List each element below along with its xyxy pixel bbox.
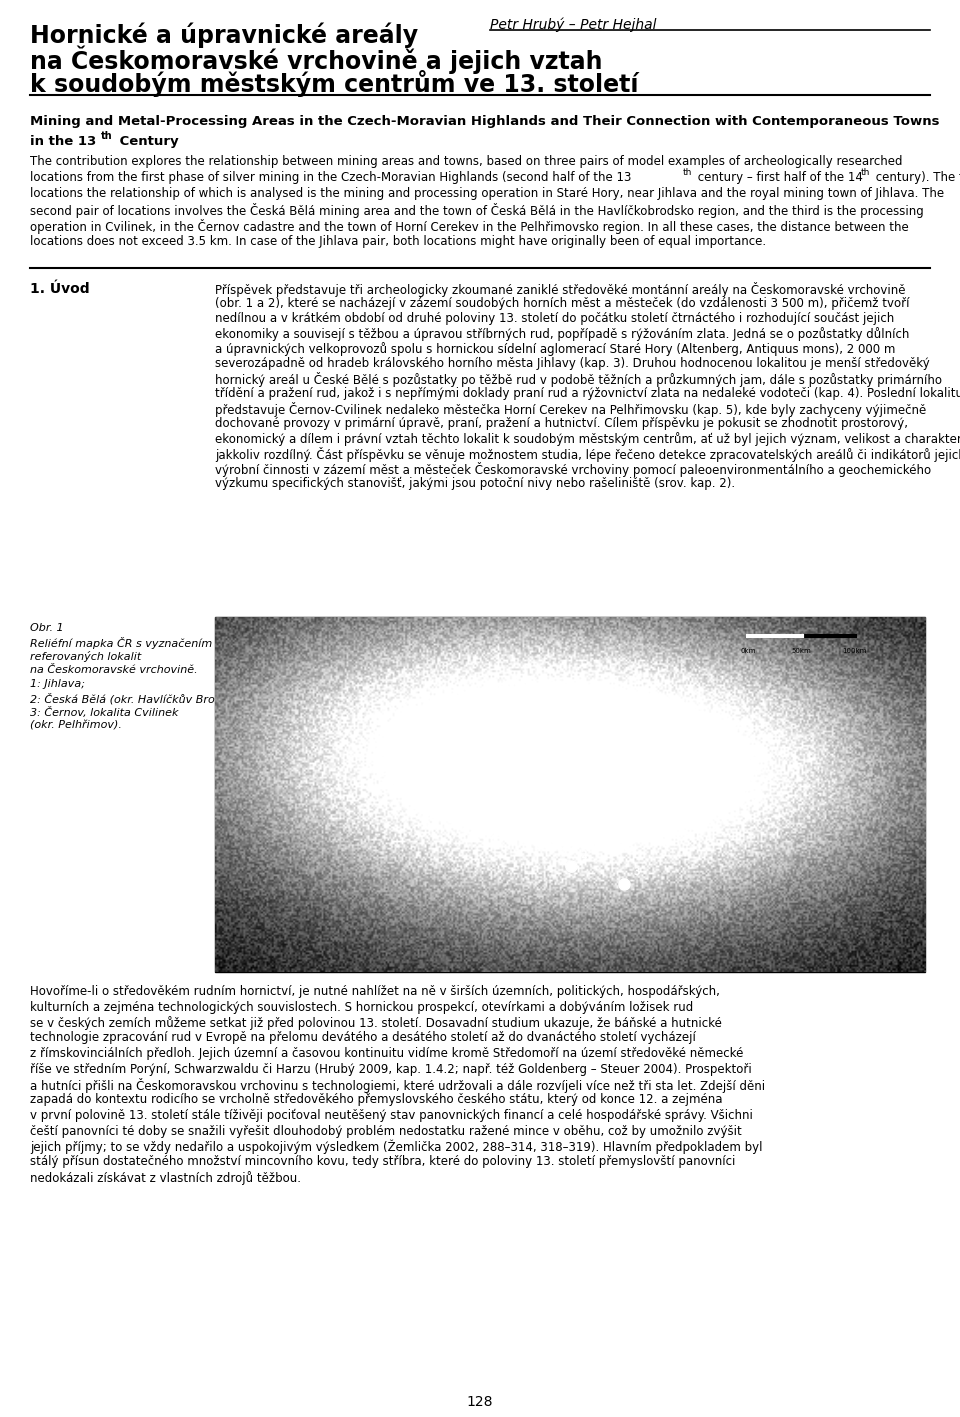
Text: Mining and Metal-Processing Areas in the Czech-Moravian Highlands and Their Conn: Mining and Metal-Processing Areas in the… (30, 115, 940, 128)
Text: Hovoříme-li o středověkém rudním hornictví, je nutné nahlížet na ně v širších úz: Hovoříme-li o středověkém rudním hornict… (30, 985, 720, 998)
Text: 0km: 0km (741, 649, 756, 655)
Text: čeští panovníci té doby se snažili vyřešit dlouhodobý problém nedostatku ražené : čeští panovníci té doby se snažili vyřeš… (30, 1125, 742, 1138)
Text: výzkumu specifických stanovišť, jakými jsou potoční nivy nebo rašeliniště (srov.: výzkumu specifických stanovišť, jakými j… (215, 478, 735, 490)
Text: 2: Česká Bělá (okr. Havlíčkův Brod);: 2: Česká Bělá (okr. Havlíčkův Brod); (30, 693, 230, 704)
Text: k soudobým městským centrům ve 13. století: k soudobým městským centrům ve 13. stole… (30, 69, 638, 96)
Text: ekonomický a dílem i právní vztah těchto lokalit k soudobým městským centrům, ať: ekonomický a dílem i právní vztah těchto… (215, 432, 960, 446)
Text: kulturních a zejména technologických souvislostech. S hornickou prospekcí, oteví: kulturních a zejména technologických sou… (30, 1000, 693, 1013)
Text: dochované provozy v primární úpravě, praní, pražení a hutnictví. Cílem příspěvku: dochované provozy v primární úpravě, pra… (215, 417, 908, 429)
Text: nedílnou a v krátkém období od druhé poloviny 13. století do počátku století čtr: nedílnou a v krátkém období od druhé pol… (215, 312, 895, 324)
Text: 50km: 50km (792, 649, 811, 655)
Text: z římskovinciálních předloh. Jejich územní a časovou kontinuitu vidíme kromě Stř: z římskovinciálních předloh. Jejich územ… (30, 1047, 743, 1060)
Text: 1. Úvod: 1. Úvod (30, 282, 89, 296)
Text: 2: 2 (580, 850, 587, 860)
Text: 128: 128 (467, 1394, 493, 1408)
Text: 3: 3 (633, 867, 639, 877)
Text: operation in Cvilinek, in the Černov cadastre and the town of Horní Cerekev in t: operation in Cvilinek, in the Černov cad… (30, 220, 909, 234)
Text: severozápadně od hradeb královského horního města Jihlavy (kap. 3). Druhou hodno: severozápadně od hradeb královského horn… (215, 357, 929, 370)
Text: (obr. 1 a 2), které se nacházejí v zázemí soudobých horních měst a městeček (do : (obr. 1 a 2), které se nacházejí v zázem… (215, 298, 909, 310)
Text: century – first half of the 14: century – first half of the 14 (694, 171, 863, 184)
Text: a hutníci přišli na Českomoravskou vrchovinu s technologiemi, které udržovali a : a hutníci přišli na Českomoravskou vrcho… (30, 1078, 765, 1093)
Text: second pair of locations involves the Česká Bělá mining area and the town of Čes: second pair of locations involves the Če… (30, 203, 924, 218)
Text: Hornické a úpravnické areály: Hornické a úpravnické areály (30, 23, 419, 48)
Text: Reliéfní mapka ČR s vyznačením: Reliéfní mapka ČR s vyznačením (30, 638, 212, 649)
Text: technologie zpracování rud v Evropě na přelomu devátého a desátého století až do: technologie zpracování rud v Evropě na p… (30, 1032, 696, 1044)
Text: a úpravnických velkoprovozů spolu s hornickou sídelní aglomerací Staré Hory (Alt: a úpravnických velkoprovozů spolu s horn… (215, 341, 896, 356)
Text: 1: Jihlava;: 1: Jihlava; (30, 679, 85, 689)
Text: Petr Hrubý – Petr Hejhal: Petr Hrubý – Petr Hejhal (490, 18, 657, 33)
Bar (215, 616, 925, 972)
Text: Příspěvek představuje tři archeologicky zkoumané zaniklé středověké montánní are: Příspěvek představuje tři archeologicky … (215, 282, 905, 298)
Text: stálý přísun dostatečného množství mincovního kovu, tedy stříbra, které do polov: stálý přísun dostatečného množství minco… (30, 1155, 735, 1169)
Text: th: th (861, 169, 871, 177)
Text: Obr. 1: Obr. 1 (30, 623, 63, 633)
Text: referovaných lokalit: referovaných lokalit (30, 650, 141, 662)
Text: locations the relationship of which is analysed is the mining and processing ope: locations the relationship of which is a… (30, 187, 944, 200)
Text: 1: 1 (704, 805, 710, 815)
Text: představuje Černov-Cvilinek nedaleko městečka Horní Cerekev na Pelhřimovsku (kap: představuje Černov-Cvilinek nedaleko měs… (215, 402, 926, 417)
Text: třídění a pražení rud, jakož i s nepřímými doklady praní rud a rýžovnictví zlata: třídění a pražení rud, jakož i s nepřímý… (215, 387, 960, 400)
Text: locations does not exceed 3.5 km. In case of the Jihlava pair, both locations mi: locations does not exceed 3.5 km. In cas… (30, 235, 766, 248)
Text: jejich příjmy; to se vždy nedařilo a uspokojivým výsledkem (Žemlička 2002, 288–3: jejich příjmy; to se vždy nedařilo a usp… (30, 1141, 762, 1155)
Text: th: th (683, 169, 692, 177)
Text: The contribution explores the relationship between mining areas and towns, based: The contribution explores the relationsh… (30, 154, 902, 169)
Text: hornický areál u České Bělé s pozůstatky po těžbě rud v podobě těžních a průzkum: hornický areál u České Bělé s pozůstatky… (215, 373, 942, 387)
Text: (okr. Pelhřimov).: (okr. Pelhřimov). (30, 721, 122, 731)
Text: 3: Černov, lokalita Cvilinek: 3: Černov, lokalita Cvilinek (30, 707, 179, 718)
Text: na Českomoravské vrchovině a jejich vztah: na Českomoravské vrchovině a jejich vzta… (30, 45, 603, 75)
Text: výrobní činnosti v zázemí měst a městeček Českomoravské vrchoviny pomocí paleoen: výrobní činnosti v zázemí měst a městeče… (215, 462, 931, 478)
Text: říše ve středním Porýní, Schwarzwaldu či Harzu (Hrubý 2009, kap. 1.4.2; např. té: říše ve středním Porýní, Schwarzwaldu či… (30, 1063, 752, 1076)
Text: century). The first pair of: century). The first pair of (872, 171, 960, 184)
Text: zapadá do kontextu rodicího se vrcholně středověkého přemyslovského českého stát: zapadá do kontextu rodicího se vrcholně … (30, 1094, 723, 1107)
Text: locations from the first phase of silver mining in the Czech-Moravian Highlands : locations from the first phase of silver… (30, 171, 632, 184)
Text: Century: Century (115, 135, 179, 147)
Text: jakkoliv rozdílný. Část příspěvku se věnuje možnostem studia, lépe řečeno detekc: jakkoliv rozdílný. Část příspěvku se věn… (215, 446, 960, 462)
Text: in the 13: in the 13 (30, 135, 96, 147)
Text: th: th (101, 130, 112, 142)
Text: 100km: 100km (843, 649, 867, 655)
Text: na Českomoravské vrchovině.: na Českomoravské vrchovině. (30, 665, 198, 674)
Text: nedokázali získávat z vlastních zdrojů těžbou.: nedokázali získávat z vlastních zdrojů t… (30, 1170, 301, 1185)
Text: ekonomiky a souvisejí s těžbou a úpravou stříbrných rud, popřípadě s rýžováním z: ekonomiky a souvisejí s těžbou a úpravou… (215, 327, 909, 341)
Text: v první polovině 13. století stále tíživěji pociťoval neutěšený stav panovnickýc: v první polovině 13. století stále tíživ… (30, 1110, 753, 1122)
Text: se v českých zemích můžeme setkat již před polovinou 13. století. Dosavadní stud: se v českých zemích můžeme setkat již př… (30, 1016, 722, 1030)
